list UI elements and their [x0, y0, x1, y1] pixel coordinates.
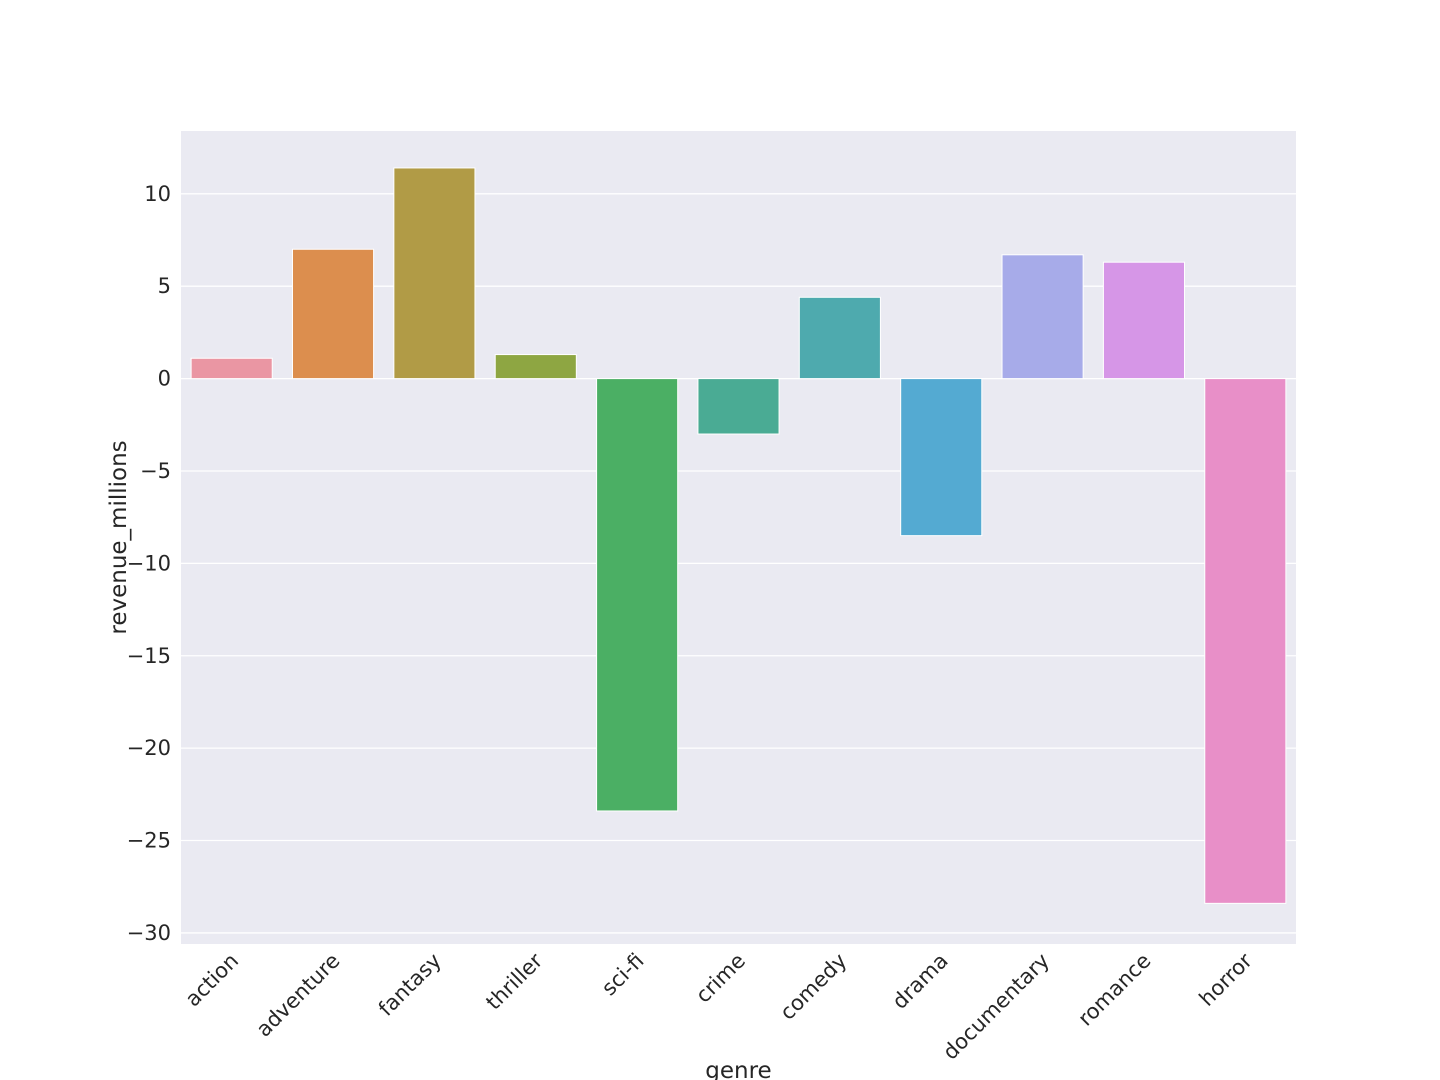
y-tick-label: −20: [127, 736, 171, 760]
bar-comedy: [798, 296, 881, 380]
bar-crime: [697, 378, 780, 435]
x-tick-label: thriller: [481, 948, 547, 1014]
y-tick-label: −25: [127, 829, 171, 853]
y-tick-label: −30: [127, 921, 171, 945]
y-tick-label: 5: [158, 274, 171, 298]
bar-drama: [900, 378, 983, 537]
x-axis-label: genre: [705, 1058, 771, 1080]
x-tick-label: drama: [888, 949, 953, 1014]
x-tick-label: comedy: [775, 949, 851, 1025]
x-tick-label: documentary: [938, 949, 1054, 1065]
bar-horror: [1204, 378, 1287, 904]
bar-fantasy: [393, 167, 476, 380]
x-tick-label: crime: [691, 949, 750, 1008]
bar-romance: [1102, 261, 1185, 380]
y-axis-label: revenue_millions: [106, 440, 132, 634]
y-tick-label: 0: [158, 367, 171, 391]
x-tick-label: romance: [1073, 949, 1155, 1031]
bar-sci-fi: [596, 378, 679, 812]
x-tick-label: action: [181, 949, 244, 1012]
y-tick-label: −10: [127, 551, 171, 575]
x-tick-label: fantasy: [374, 949, 446, 1021]
bar-adventure: [292, 248, 375, 380]
x-tick-label: horror: [1195, 948, 1258, 1011]
x-tick-label: sci-fi: [597, 949, 649, 1001]
y-tick-labels: 10 5 0 −5 −10 −15 −20 −25 −30: [127, 182, 171, 945]
bar-action: [190, 357, 273, 380]
bar-documentary: [1001, 254, 1084, 380]
y-tick-label: 10: [144, 182, 171, 206]
x-tick-label: adventure: [252, 949, 345, 1042]
x-tick-labels: action adventure fantasy thriller sci-fi crim…: [181, 948, 1258, 1064]
bars: [190, 167, 1287, 904]
y-tick-label: −15: [127, 644, 171, 668]
bar-thriller: [494, 354, 577, 380]
y-tick-label: −5: [140, 459, 171, 483]
